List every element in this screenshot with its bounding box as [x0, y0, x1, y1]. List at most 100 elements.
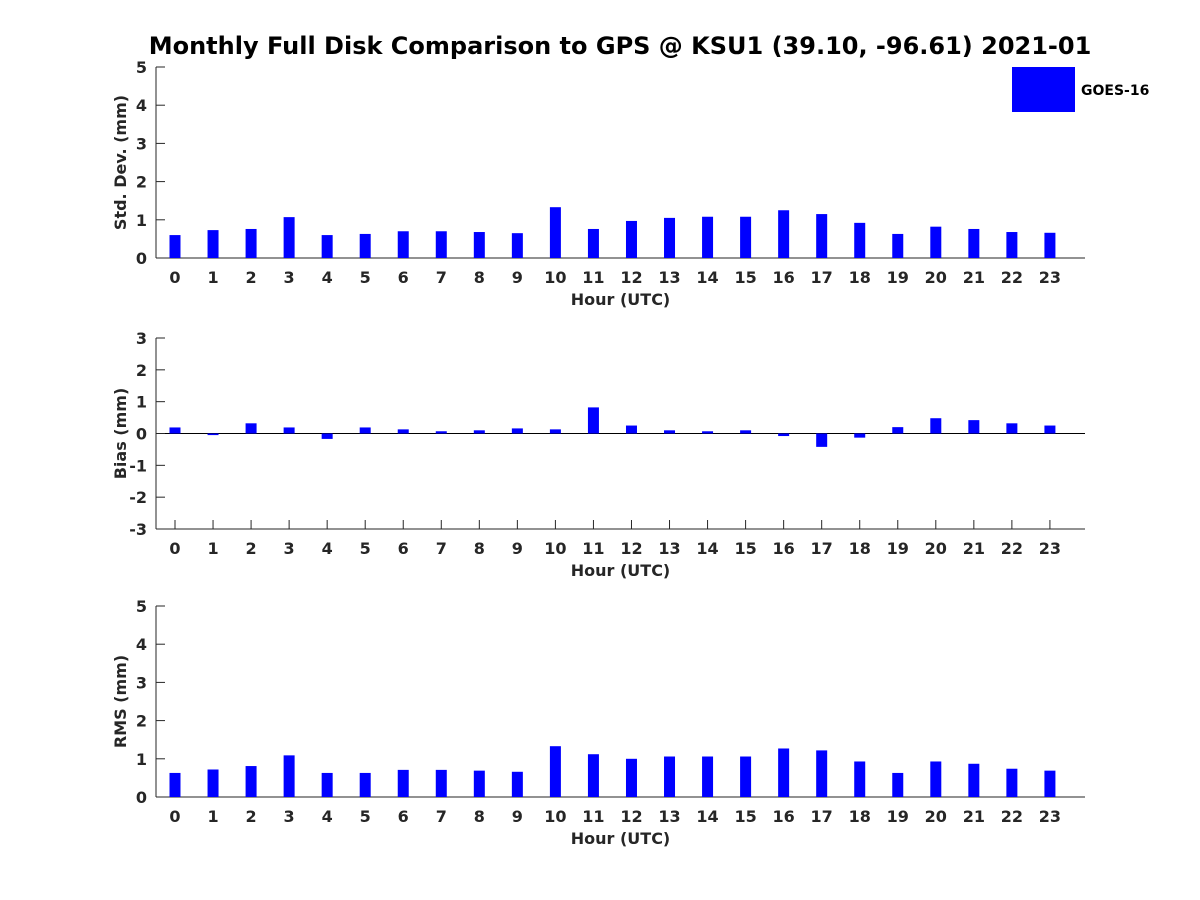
x-tick-label: 23 — [1039, 539, 1061, 558]
x-tick-label: 0 — [169, 268, 180, 287]
bar-hour-2 — [245, 766, 257, 797]
y-tick-label: 2 — [136, 712, 147, 731]
x-tick-label: 16 — [773, 807, 795, 826]
bar-hour-13 — [664, 217, 676, 258]
bar-hour-21 — [968, 228, 980, 258]
bar-hour-0 — [169, 235, 181, 258]
bar-hour-6 — [397, 429, 409, 434]
bar-hour-18 — [854, 433, 866, 438]
bar-hour-6 — [397, 231, 409, 258]
x-tick-label: 2 — [246, 539, 257, 558]
legend: GOES-16 — [1012, 67, 1149, 112]
bar-hour-15 — [740, 216, 752, 258]
y-tick-label: 1 — [136, 393, 147, 412]
x-tick-label: 11 — [582, 807, 604, 826]
x-tick-label: 8 — [474, 539, 485, 558]
x-tick-label: 0 — [169, 539, 180, 558]
bar-hour-15 — [740, 430, 752, 434]
x-tick-label: 8 — [474, 268, 485, 287]
y-tick-label: 2 — [136, 173, 147, 192]
bar-hour-12 — [625, 758, 637, 797]
x-tick-label: 7 — [436, 807, 447, 826]
y-tick-label: 4 — [136, 635, 147, 654]
x-tick-label: 15 — [734, 539, 756, 558]
x-tick-label: 2 — [246, 268, 257, 287]
x-tick-label: 16 — [773, 539, 795, 558]
bar-hour-7 — [435, 769, 447, 797]
bar-hour-9 — [511, 771, 523, 797]
bar-hour-14 — [702, 756, 714, 797]
bar-hour-3 — [283, 755, 295, 797]
bar-hour-2 — [245, 228, 257, 258]
x-axis-label: Hour (UTC) — [571, 829, 671, 848]
bar-hour-16 — [778, 210, 790, 258]
x-tick-label: 18 — [849, 539, 871, 558]
bar-hour-5 — [359, 427, 371, 434]
bar-hour-5 — [359, 233, 371, 258]
bar-hour-7 — [435, 231, 447, 258]
bar-hour-18 — [854, 761, 866, 797]
bar-hour-22 — [1006, 232, 1018, 258]
x-tick-label: 19 — [887, 539, 909, 558]
x-tick-label: 6 — [398, 539, 409, 558]
bar-hour-7 — [435, 431, 447, 434]
bar-hour-13 — [664, 430, 676, 434]
bar-hour-8 — [473, 430, 485, 434]
bar-hour-17 — [816, 750, 828, 797]
x-tick-label: 3 — [284, 539, 295, 558]
x-tick-label: 12 — [620, 539, 642, 558]
x-tick-label: 17 — [811, 268, 833, 287]
bar-hour-2 — [245, 423, 257, 434]
x-tick-label: 2 — [246, 807, 257, 826]
bar-hour-11 — [587, 754, 599, 797]
bar-hour-19 — [892, 772, 904, 797]
x-tick-label: 0 — [169, 807, 180, 826]
x-tick-label: 18 — [849, 268, 871, 287]
x-tick-label: 1 — [207, 539, 218, 558]
x-tick-label: 23 — [1039, 268, 1061, 287]
bar-hour-0 — [169, 772, 181, 797]
x-axis-label: Hour (UTC) — [571, 561, 671, 580]
y-tick-label: 0 — [136, 788, 147, 807]
x-tick-label: 14 — [696, 268, 718, 287]
x-tick-label: 22 — [1001, 268, 1023, 287]
legend-label: GOES-16 — [1081, 83, 1149, 99]
y-tick-label: 3 — [136, 673, 147, 692]
y-tick-label: 1 — [136, 211, 147, 230]
x-tick-label: 4 — [322, 268, 333, 287]
bar-hour-19 — [892, 233, 904, 258]
x-tick-label: 6 — [398, 268, 409, 287]
bar-hour-4 — [321, 235, 333, 258]
x-tick-label: 18 — [849, 807, 871, 826]
x-tick-label: 9 — [512, 807, 523, 826]
bar-hour-9 — [511, 428, 523, 434]
x-tick-label: 3 — [284, 268, 295, 287]
bar-hour-12 — [625, 425, 637, 434]
bar-hour-23 — [1044, 770, 1056, 797]
bar-hour-8 — [473, 232, 485, 258]
y-tick-label: -1 — [129, 456, 147, 475]
x-tick-label: 17 — [811, 807, 833, 826]
x-tick-label: 14 — [696, 807, 718, 826]
bar-hour-3 — [283, 427, 295, 434]
x-tick-label: 7 — [436, 268, 447, 287]
x-tick-label: 4 — [322, 807, 333, 826]
x-tick-label: 15 — [734, 807, 756, 826]
bar-hour-10 — [549, 207, 561, 258]
bar-hour-1 — [207, 230, 219, 258]
bar-hour-16 — [778, 748, 790, 797]
bar-hour-9 — [511, 233, 523, 258]
x-tick-label: 4 — [322, 539, 333, 558]
x-axis-label: Hour (UTC) — [571, 290, 671, 309]
bar-hour-0 — [169, 427, 181, 434]
x-tick-label: 10 — [544, 807, 566, 826]
x-tick-label: 20 — [925, 807, 947, 826]
x-tick-label: 5 — [360, 268, 371, 287]
bar-hour-6 — [397, 769, 409, 797]
bar-hour-11 — [587, 407, 599, 434]
x-tick-label: 20 — [925, 539, 947, 558]
bar-hour-10 — [549, 429, 561, 434]
